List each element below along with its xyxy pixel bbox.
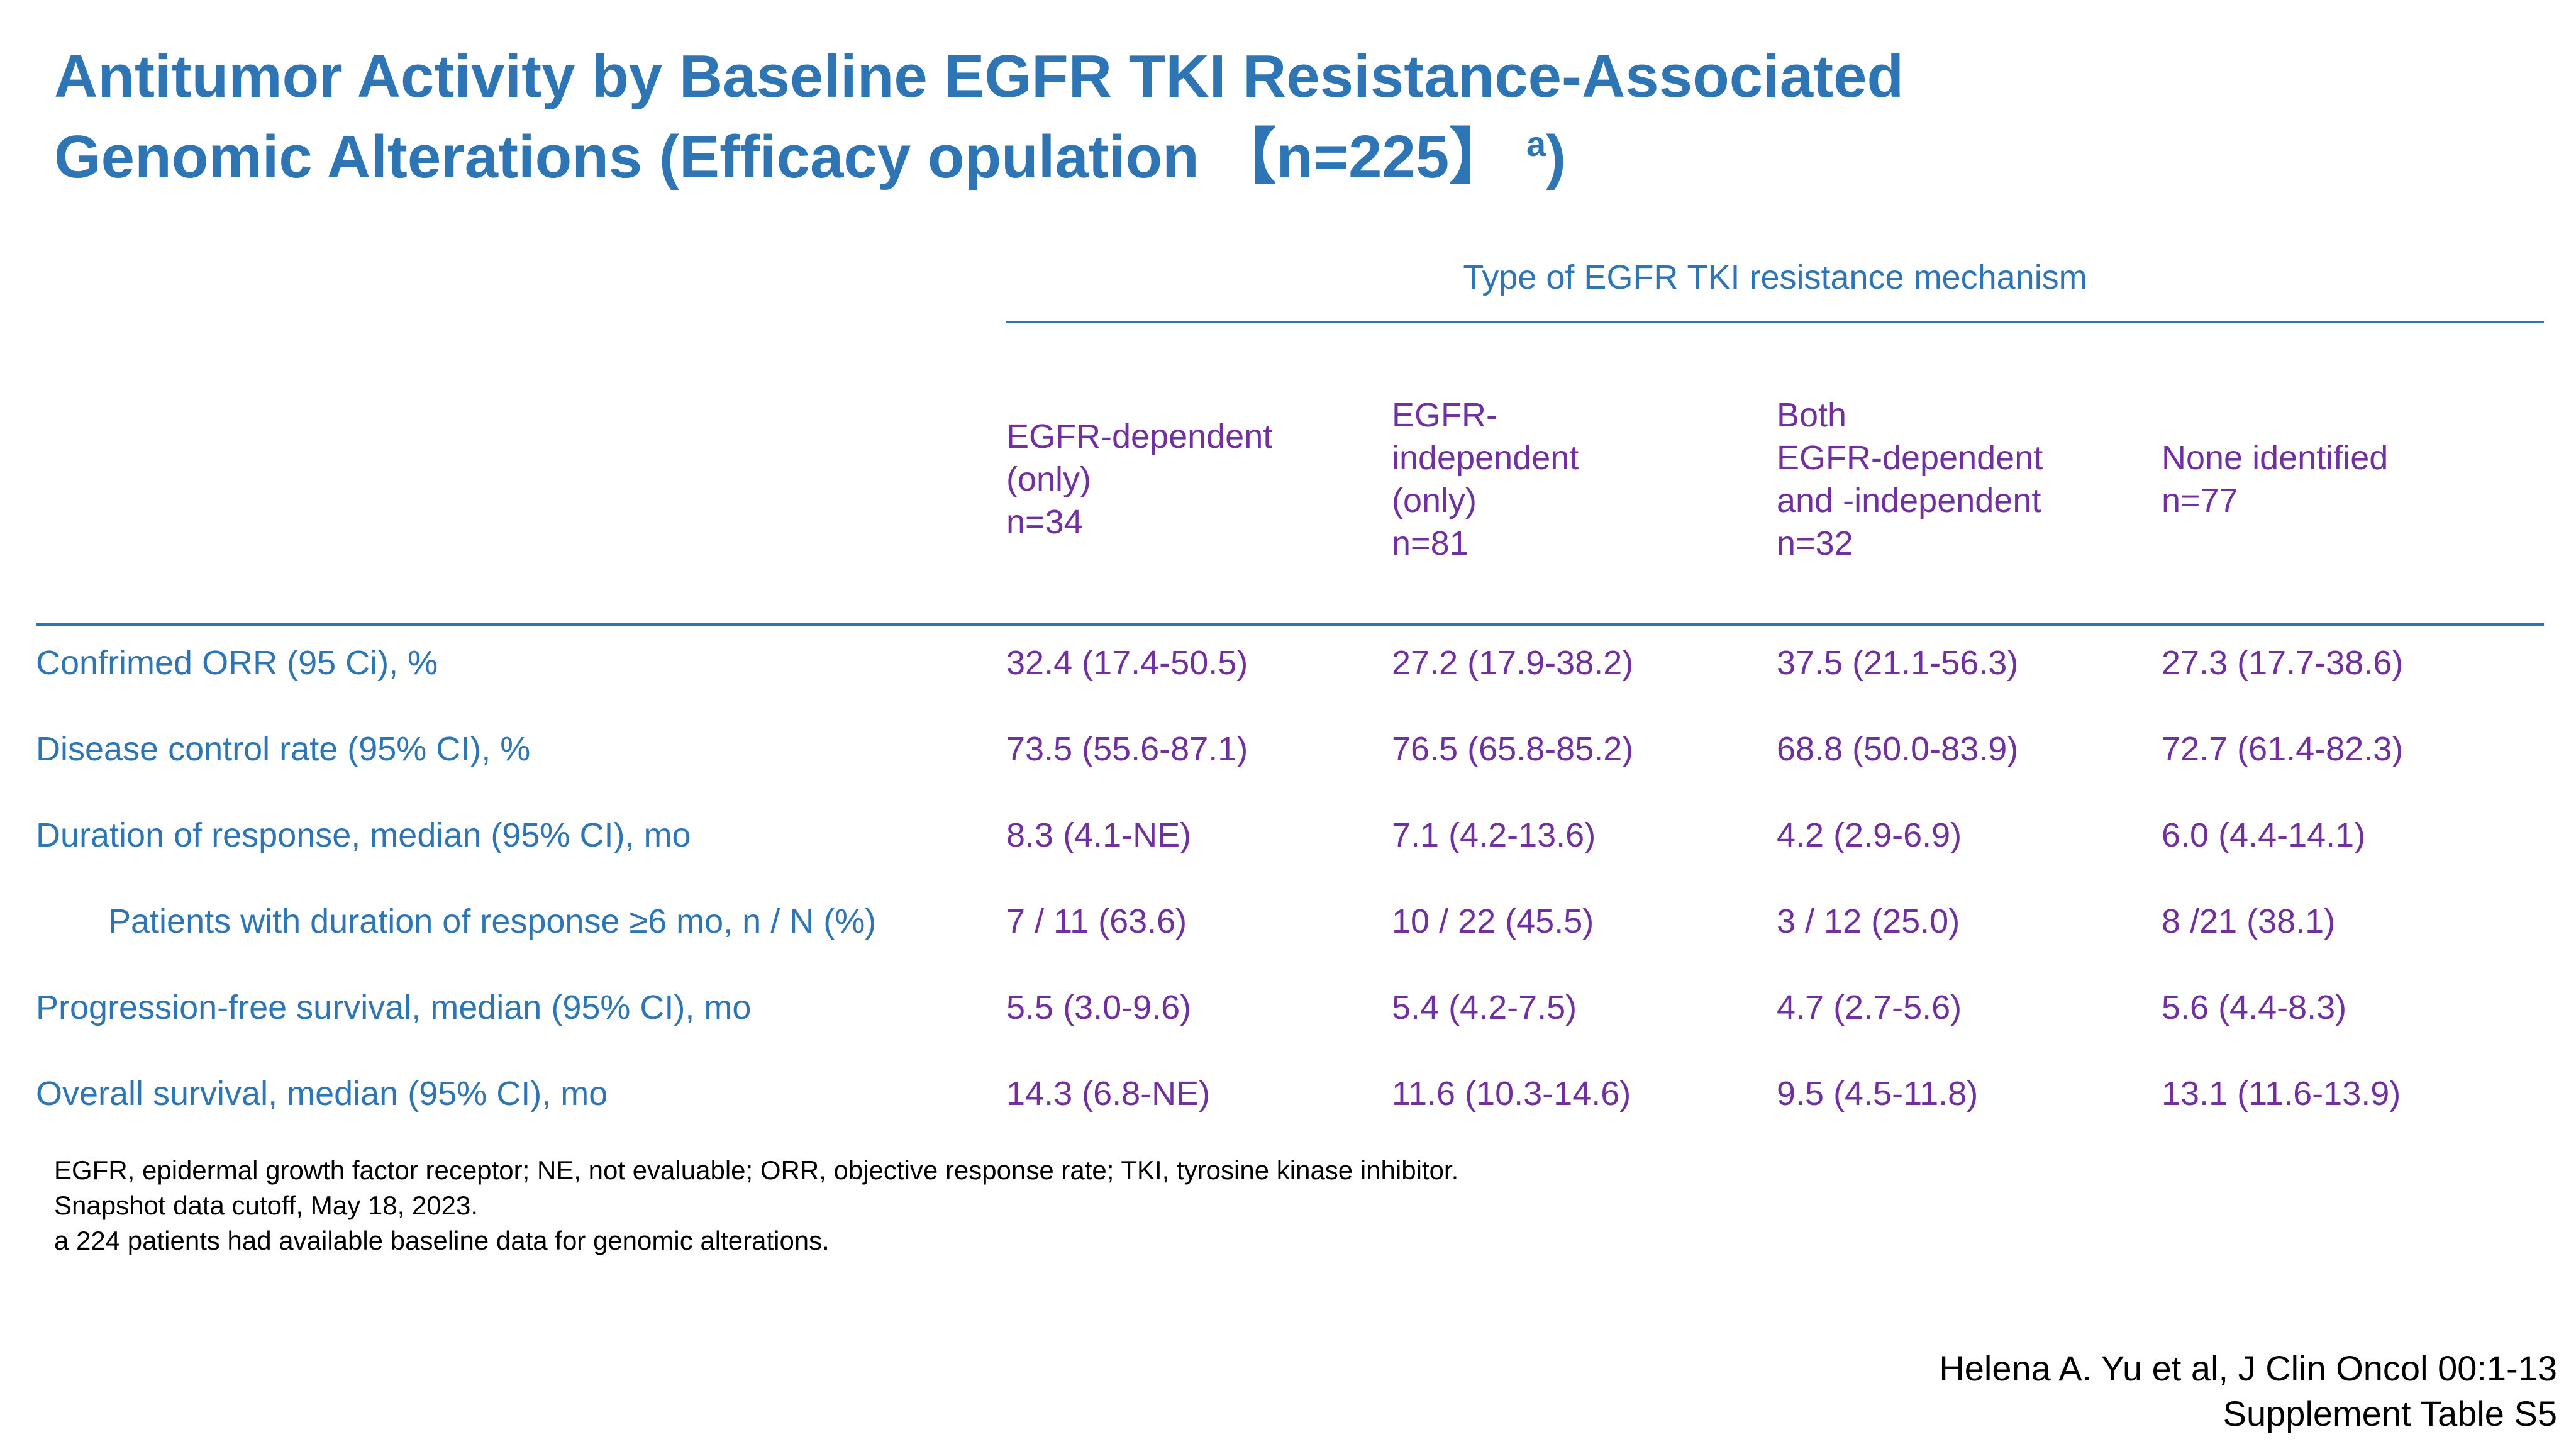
table-cell: 7.1 (4.2-13.6) [1392,816,1596,854]
row-label: Duration of response, median (95% CI), m… [36,816,691,854]
title-line-2: Genomic Alterations (Efficacy opulation … [54,117,2381,197]
table-cell: 7 / 11 (63.6) [1006,902,1187,940]
table-cell: 6.0 (4.4-14.1) [2162,816,2366,854]
table-cell: 4.7 (2.7-5.6) [1777,989,1962,1026]
table-header-rule [36,623,2544,626]
column-header-label: Both EGFR-dependent and -independent n=3… [1777,396,2043,562]
table-cell: 32.4 (17.4-50.5) [1006,644,1248,682]
row-label: Disease control rate (95% CI), % [36,730,531,768]
table-cell: 27.2 (17.9-38.2) [1392,644,1634,682]
table-cell: 5.4 (4.2-7.5) [1392,989,1577,1026]
table-row-patients-dor-6mo: Patients with duration of response ≥6 mo… [0,884,2576,970]
slide-title: Antitumor Activity by Baseline EGFR TKI … [54,36,2381,197]
table-row-orr: Confrimed ORR (95 Ci), % 32.4 (17.4-50.5… [0,626,2576,712]
table-cell: 14.3 (6.8-NE) [1006,1075,1211,1113]
column-header-egfr-dependent: EGFR-dependent (only) n=34 [1006,385,1371,574]
citation: Helena A. Yu et al, J Clin Oncol 00:1-13… [1939,1346,2557,1436]
column-header-none-identified: None identified n=77 [2162,385,2526,574]
table-cell: 5.6 (4.4-8.3) [2162,989,2347,1026]
table-row-overall-survival: Overall survival, median (95% CI), mo 14… [0,1057,2576,1143]
title-line-2-text: Genomic Alterations (Efficacy opulation … [54,123,1510,191]
table-cell: 13.1 (11.6-13.9) [2162,1075,2401,1113]
group-header-rule [1006,321,2544,323]
table-cell: 37.5 (21.1-56.3) [1777,644,2019,682]
footnote-abbreviations: EGFR, epidermal growth factor receptor; … [54,1155,1459,1185]
title-closing: ) [1546,123,1567,191]
table-row-progression-free-survival: Progression-free survival, median (95% C… [0,970,2576,1057]
table-cell: 8 /21 (38.1) [2162,902,2336,940]
column-header-egfr-independent: EGFR- independent (only) n=81 [1392,385,1757,574]
table-cell: 10 / 22 (45.5) [1392,902,1594,940]
column-header-both: Both EGFR-dependent and -independent n=3… [1777,385,2141,574]
footnotes: EGFR, epidermal growth factor receptor; … [54,1153,1458,1258]
column-header-label: None identified n=77 [2162,439,2389,519]
row-label: Confrimed ORR (95 Ci), % [36,644,438,682]
group-header: Type of EGFR TKI resistance mechanism [1463,258,2087,296]
table-cell: 9.5 (4.5-11.8) [1777,1075,1979,1113]
table-row-disease-control: Disease control rate (95% CI), % 73.5 (5… [0,712,2576,798]
title-superscript: a [1526,124,1546,164]
table-cell: 3 / 12 (25.0) [1777,902,1960,940]
column-header-label: EGFR- independent (only) n=81 [1392,396,1579,562]
table-cell: 76.5 (65.8-85.2) [1392,730,1634,768]
title-line-1: Antitumor Activity by Baseline EGFR TKI … [54,43,1904,110]
footnote-a: a 224 patients had available baseline da… [54,1226,830,1255]
table-row-duration-of-response: Duration of response, median (95% CI), m… [0,798,2576,884]
row-label: Patients with duration of response ≥6 mo… [108,902,877,940]
citation-line-2: Supplement Table S5 [2223,1394,2557,1433]
column-header-label: EGFR-dependent (only) n=34 [1006,418,1273,541]
table-cell: 4.2 (2.9-6.9) [1777,816,1962,854]
table-cell: 8.3 (4.1-NE) [1006,816,1192,854]
table-cell: 68.8 (50.0-83.9) [1777,730,2019,768]
row-label: Overall survival, median (95% CI), mo [36,1075,608,1113]
table-cell: 5.5 (3.0-9.6) [1006,989,1192,1026]
table-cell: 27.3 (17.7-38.6) [2162,644,2404,682]
footnote-data-cutoff: Snapshot data cutoff, May 18, 2023. [54,1191,479,1220]
table-cell: 72.7 (61.4-82.3) [2162,730,2404,768]
citation-line-1: Helena A. Yu et al, J Clin Oncol 00:1-13 [1939,1348,2557,1388]
table-cell: 11.6 (10.3-14.6) [1392,1075,1631,1113]
row-label: Progression-free survival, median (95% C… [36,989,752,1026]
table-cell: 73.5 (55.6-87.1) [1006,730,1248,768]
